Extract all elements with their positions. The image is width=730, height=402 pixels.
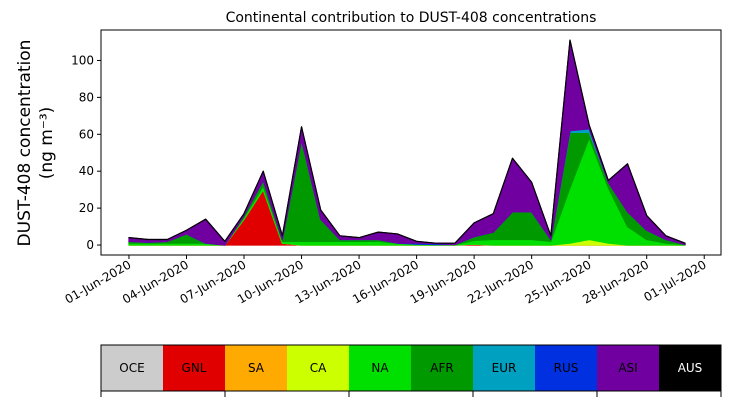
legend-swatch [411,345,474,391]
legend-label: EUR [492,361,517,375]
y-axis-label: DUST-408 concentration [15,40,35,247]
legend-swatch [225,345,288,391]
legend-label: RUS [554,361,579,375]
legend-swatch [163,345,226,391]
y-tick-label: 0 [86,238,94,252]
legend-swatch [287,345,350,391]
legend-swatch [597,345,660,391]
legend-label: CA [310,361,327,375]
legend-swatch [473,345,536,391]
legend-label: ASI [618,361,637,375]
y-axis-label: (ng m⁻³) [37,107,57,180]
legend-label: NA [371,361,389,375]
y-tick-label: 40 [79,164,94,178]
area [128,39,686,244]
chart-title: Continental contribution to DUST-408 con… [226,10,597,26]
legend-swatch [659,345,722,391]
legend-frame [100,344,722,392]
legend-label: OCE [119,361,144,375]
y-tick-label: 100 [71,53,94,67]
plot-frame [100,29,722,256]
y-tick-label: 60 [79,127,94,141]
legend-swatch [535,345,598,391]
legend-label: AUS [678,361,703,375]
legend-label: SA [248,361,265,375]
legend-swatch [101,345,164,391]
legend-label: AFR [430,361,453,375]
y-tick-label: 80 [79,90,94,104]
x-tick-label: 01-Jul-2020 [641,257,708,304]
legend-label: GNL [182,361,207,375]
y-tick-label: 20 [79,201,94,215]
legend-swatch [349,345,412,391]
